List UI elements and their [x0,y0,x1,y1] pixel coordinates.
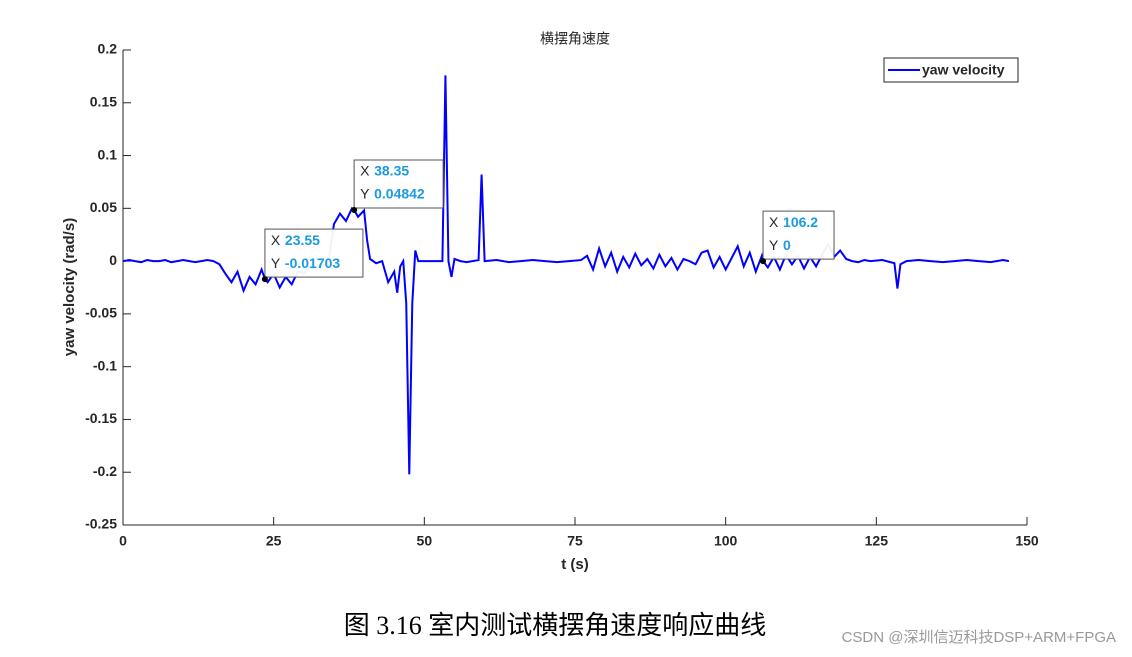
y-tick-label: 0.1 [98,146,118,162]
datatip-y-value: 0.04842 [374,186,425,202]
caption: 图 3.16 室内测试横摆角速度响应曲线 [344,611,767,640]
datatip-y-value: 0 [783,237,791,253]
y-tick-label: -0.1 [93,357,117,373]
x-tick-label: 0 [119,533,127,549]
datatip-y-label: Y [769,237,779,253]
y-tick-label: 0.05 [90,199,117,215]
y-tick-label: -0.15 [85,410,117,426]
datatip-x-value: 23.55 [285,232,320,248]
x-tick-label: 50 [417,533,433,549]
watermark: CSDN @深圳信迈科技DSP+ARM+FPGA [842,629,1116,646]
datatip-x-label: X [360,163,370,179]
datatip: X 38.35Y 0.04842 [351,159,444,214]
data-line [122,75,1010,475]
x-tick-label: 25 [266,533,282,549]
datatip-marker [351,207,358,214]
y-tick-label: -0.05 [85,305,117,321]
x-tick-label: 100 [714,533,738,549]
datatip-x-value: 38.35 [374,163,409,179]
datatip-y-label: Y [360,186,370,202]
y-tick-label: 0.15 [90,93,117,109]
datatip-marker [261,276,268,283]
y-tick-label: 0.2 [98,41,118,57]
datatip-x-label: X [769,214,779,230]
datatip: X 23.55Y -0.01703 [261,228,364,283]
legend-label: yaw velocity [922,62,1005,78]
datatip-box [264,228,364,278]
datatip-box [762,210,835,260]
datatip-y-value: -0.01703 [285,255,340,271]
y-tick-label: 0 [109,252,117,268]
y-axis-label: yaw velocity (rad/s) [61,218,78,356]
datatip-box [353,159,444,209]
datatip-x-value: 106.2 [783,214,818,230]
datatip: X 106.2Y 0 [760,210,835,265]
x-axis-label: t (s) [561,556,589,573]
chart-title: 横摆角速度 [540,31,610,47]
datatip-x-label: X [271,232,281,248]
datatip-y-label: Y [271,255,281,271]
x-tick-label: 75 [567,533,583,549]
datatip-marker [760,258,767,265]
y-tick-label: -0.25 [85,516,117,532]
y-tick-label: -0.2 [93,463,117,479]
x-tick-label: 150 [1015,533,1039,549]
x-tick-label: 125 [865,533,889,549]
